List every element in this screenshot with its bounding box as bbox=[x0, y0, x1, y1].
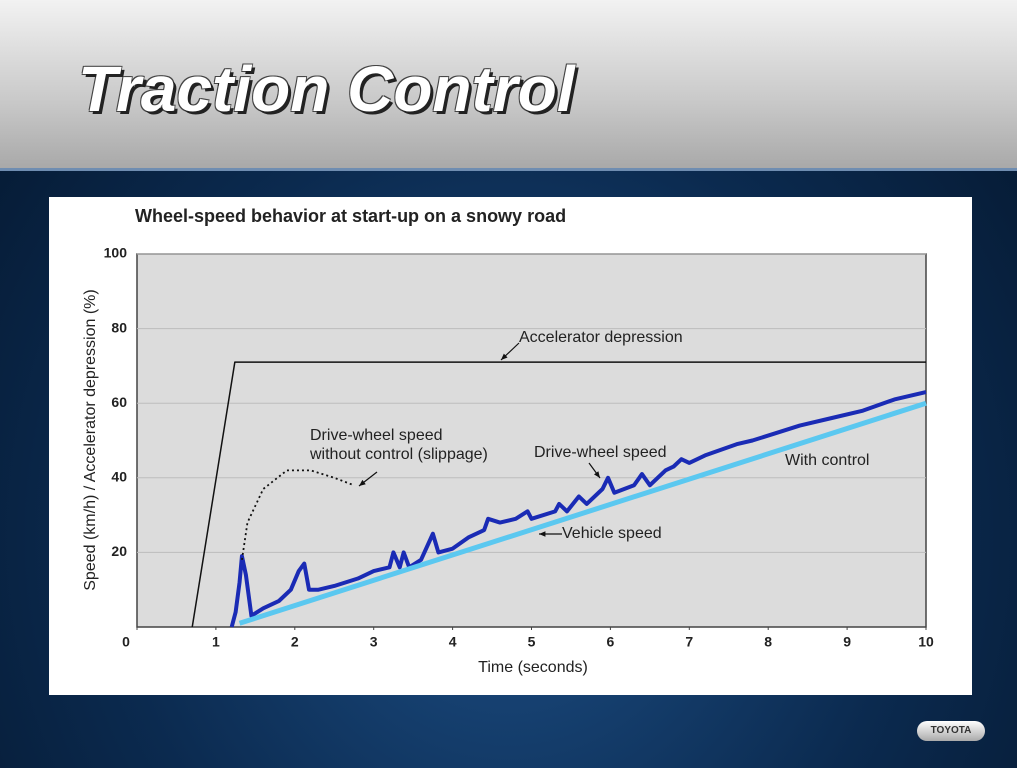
series-label: Drive-wheel speed bbox=[534, 444, 667, 461]
annotation: With control bbox=[785, 452, 869, 469]
x-tick-label: 4 bbox=[449, 634, 457, 650]
y-axis-label: Speed (km/h) / Accelerator depression (%… bbox=[82, 289, 99, 590]
header-band bbox=[0, 0, 1017, 171]
plot-area bbox=[136, 253, 927, 628]
x-tick-label: 2 bbox=[291, 634, 299, 650]
y-tick-label: 20 bbox=[111, 543, 127, 559]
series-label: Vehicle speed bbox=[562, 525, 662, 542]
x-tick-label: 7 bbox=[685, 634, 693, 650]
x-tick-label: 3 bbox=[370, 634, 378, 650]
pointer-head bbox=[501, 353, 508, 360]
series-line bbox=[238, 400, 927, 626]
annotation: Drive-wheel speed bbox=[310, 427, 443, 444]
pointer-head bbox=[593, 471, 600, 478]
x-tick-label: 6 bbox=[607, 634, 615, 650]
y-tick-label: 60 bbox=[111, 394, 127, 410]
pointer-head bbox=[359, 479, 366, 486]
x-tick-label: 8 bbox=[764, 634, 772, 650]
chart: Wheel-speed behavior at start-up on a sn… bbox=[49, 197, 972, 695]
x-tick-label: 9 bbox=[843, 634, 851, 650]
x-axis-label: Time (seconds) bbox=[478, 659, 588, 676]
logo: TOYOTA bbox=[917, 721, 985, 741]
series-line bbox=[229, 390, 927, 628]
slide-title: Traction Control bbox=[78, 53, 575, 125]
annotation: without control (slippage) bbox=[309, 446, 488, 463]
pointer-head bbox=[539, 531, 546, 537]
x-tick-label: 5 bbox=[528, 634, 536, 650]
y-tick-label: 40 bbox=[111, 469, 127, 485]
chart-title: Wheel-speed behavior at start-up on a sn… bbox=[135, 206, 566, 226]
y-tick-label: 80 bbox=[111, 319, 127, 335]
x-tick-label: 1 bbox=[212, 634, 220, 650]
x-tick-label: 0 bbox=[122, 634, 130, 650]
series-label: Accelerator depression bbox=[519, 329, 683, 346]
series-line bbox=[191, 361, 926, 628]
x-tick-label: 10 bbox=[918, 634, 934, 650]
y-tick-label: 100 bbox=[104, 245, 128, 261]
